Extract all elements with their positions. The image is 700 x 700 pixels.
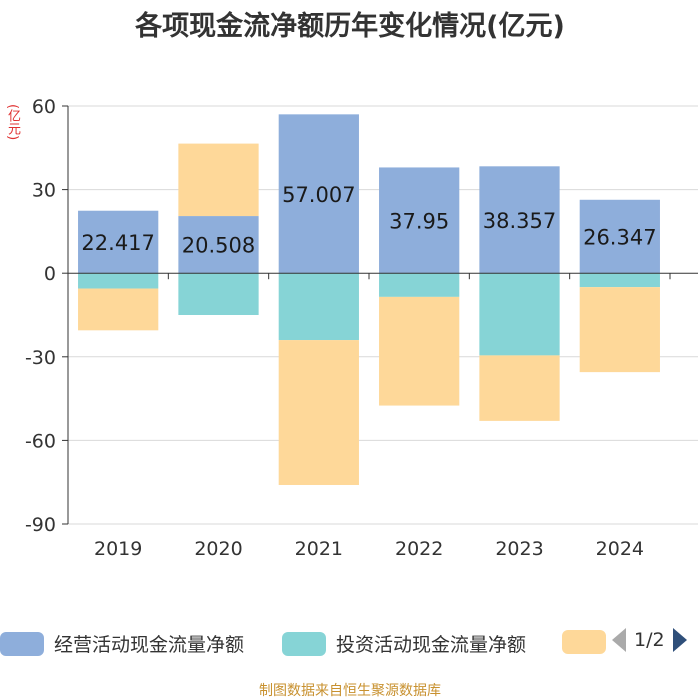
- bar-operating-2022: [379, 167, 460, 274]
- legend-page-indicator: 1/2: [634, 629, 665, 651]
- y-tick-label: 30: [32, 180, 56, 202]
- bar-investing-2023: [479, 273, 560, 356]
- data-label: 57.007: [282, 183, 355, 207]
- y-tick-label: 0: [44, 263, 56, 285]
- x-tick-label: 2024: [596, 538, 644, 560]
- y-tick-label: -60: [25, 430, 56, 452]
- legend-swatch-operating: [0, 631, 44, 656]
- data-label: 26.347: [583, 225, 656, 249]
- data-label: 20.508: [182, 234, 255, 258]
- data-labels: 22.417 20.508 57.007 37.95 38.357 26.347: [81, 183, 656, 258]
- axes: 60 30 0 -30 -60 -90 2019 2020 2021 2022 2023 2024: [25, 96, 698, 560]
- bar-operating-2023: [479, 166, 560, 274]
- data-label: 38.357: [483, 209, 556, 233]
- data-label: 22.417: [81, 231, 154, 255]
- bars: [78, 114, 660, 485]
- chart-plot-area: 60 30 0 -30 -60 -90 2019 2020 2021 2022 2023 2024 2…: [25, 96, 698, 560]
- bar-financing-2021: [278, 340, 359, 485]
- bar-investing-2019: [78, 273, 159, 289]
- bar-investing-2021: [278, 273, 359, 341]
- x-tick-label: 2020: [194, 538, 242, 560]
- x-tick-label: 2022: [395, 538, 443, 560]
- bar-operating-2024: [579, 199, 660, 274]
- legend-swatch-investing: [282, 631, 326, 656]
- legend-item-investing[interactable]: 投资活动现金流量净额: [282, 630, 526, 657]
- y-tick-label: 60: [32, 96, 56, 118]
- bar-investing-2024: [579, 273, 660, 288]
- legend-item-operating[interactable]: 经营活动现金流量净额: [0, 630, 244, 657]
- bar-financing-2023: [479, 355, 560, 421]
- y-axis-unit-label: (亿元): [5, 104, 20, 141]
- x-tick-label: 2021: [295, 538, 343, 560]
- legend-label-investing: 投资活动现金流量净额: [336, 634, 527, 656]
- legend-prev-page-icon[interactable]: [612, 628, 626, 652]
- bar-financing-2020: [178, 143, 259, 217]
- bar-financing-2022: [379, 296, 460, 406]
- legend-swatch-financing: [562, 630, 606, 654]
- bar-financing-2024: [579, 287, 660, 373]
- legend: 经营活动现金流量净额 投资活动现金流量净额 1/2: [0, 622, 700, 662]
- y-tick-label: -90: [25, 514, 56, 536]
- bar-investing-2020: [178, 273, 259, 315]
- bar-operating-2021: [278, 114, 359, 274]
- bar-operating-2019: [78, 210, 159, 274]
- bar-operating-2020: [178, 216, 259, 274]
- legend-label-operating: 经营活动现金流量净额: [54, 634, 245, 656]
- bar-investing-2022: [379, 273, 460, 297]
- x-tick-label: 2019: [94, 538, 142, 560]
- legend-next-page-icon[interactable]: [672, 628, 687, 652]
- legend-pager: 1/2: [612, 628, 687, 652]
- legend-item-financing[interactable]: [562, 630, 606, 654]
- bar-financing-2019: [78, 288, 159, 331]
- y-tick-label: -30: [25, 347, 56, 369]
- data-label: 37.95: [389, 209, 449, 233]
- chart-title: 各项现金流净额历年变化情况(亿元): [135, 11, 565, 42]
- source-note: 制图数据来自恒生聚源数据库: [259, 683, 441, 699]
- x-tick-label: 2023: [495, 538, 543, 560]
